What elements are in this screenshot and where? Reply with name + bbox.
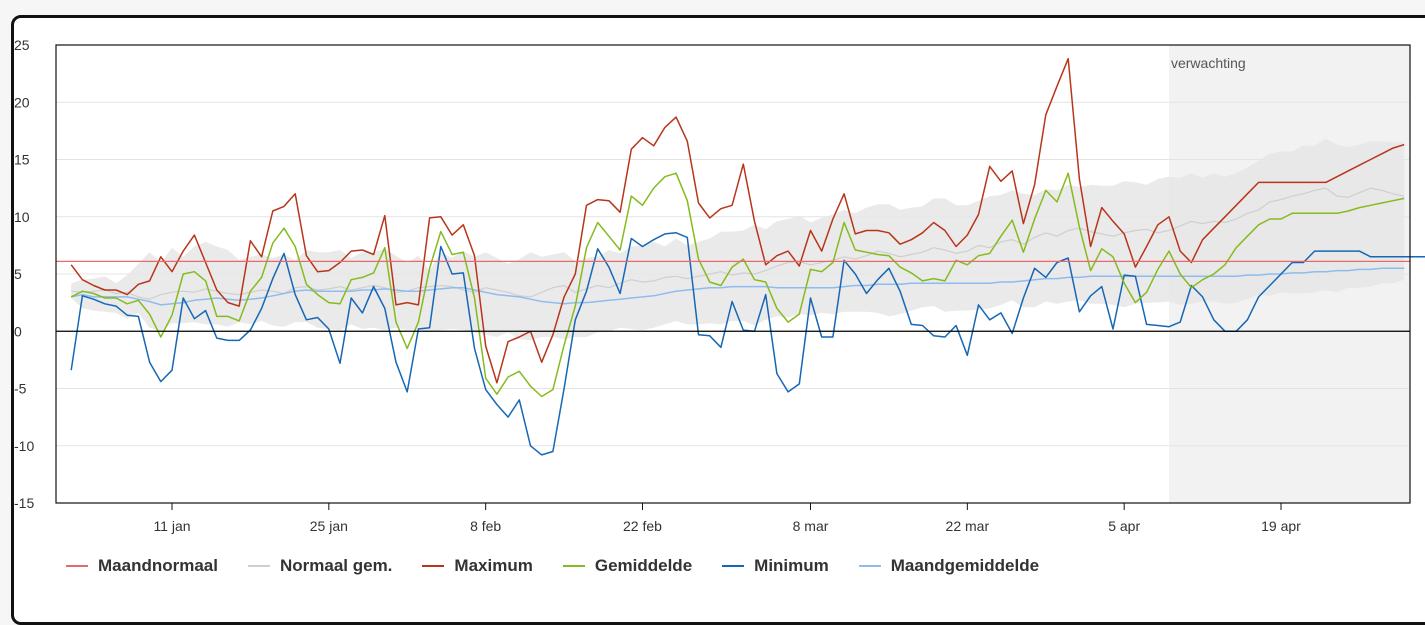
plot-border (55, 44, 1411, 504)
legend-label: Maandnormaal (98, 556, 218, 575)
x-tick-label: 8 feb (470, 518, 501, 534)
y-tick-label: -15 (14, 495, 34, 511)
x-tick-label: 19 apr (1261, 518, 1301, 534)
legend-item-gemiddelde[interactable]: Gemiddelde (562, 556, 693, 576)
legend-swatch (422, 565, 445, 567)
legend-item-normaal-gem[interactable]: Normaal gem. (247, 556, 393, 576)
chart-card: 25 20 15 10 5 0 -5 -10 -15 11 jan 25 jan 8 feb 22 fe… (11, 15, 1425, 625)
x-tick-label: 11 jan (153, 518, 190, 534)
legend: Maandnormaal Normaal gem. Maximum Gemiddeld… (66, 556, 1069, 576)
y-tick-label: -10 (14, 438, 34, 454)
x-tick-label: 22 mar (946, 518, 990, 534)
axes: 25 20 15 10 5 0 -5 -10 -15 11 jan 25 jan 8 feb 22 fe… (14, 37, 1411, 534)
series-line-minimum (70, 232, 1425, 456)
legend-label: Normaal gem. (279, 556, 393, 575)
legend-swatch (247, 565, 270, 567)
temperature-chart: 25 20 15 10 5 0 -5 -10 -15 11 jan 25 jan 8 feb 22 fe… (14, 37, 1425, 534)
y-tick-label: 25 (14, 37, 30, 53)
legend-swatch (858, 565, 881, 567)
series-lines (56, 57, 1425, 456)
legend-label: Minimum (754, 556, 829, 575)
y-tick-label: 5 (14, 266, 22, 282)
legend-item-minimum[interactable]: Minimum (722, 556, 829, 576)
legend-swatch (722, 565, 745, 567)
series-line-gemiddelde (70, 172, 1405, 398)
legend-label: Maximum (454, 556, 533, 575)
x-tick-label: 22 feb (623, 518, 662, 534)
legend-swatch (66, 565, 88, 567)
x-tick-label: 8 mar (793, 518, 829, 534)
legend-label: Maandgemiddelde (890, 556, 1040, 575)
x-tick-label: 25 jan (310, 518, 348, 534)
y-tick-label: 15 (14, 152, 30, 168)
x-tick-label: 5 apr (1108, 518, 1140, 534)
series-line-maximum (70, 57, 1405, 384)
legend-swatch (562, 565, 585, 567)
legend-item-maandnormaal[interactable]: Maandnormaal (66, 556, 218, 576)
y-tick-label: 10 (14, 209, 30, 225)
legend-label: Gemiddelde (594, 556, 693, 575)
y-tick-label: -5 (14, 381, 27, 397)
y-tick-label: 20 (14, 94, 30, 110)
legend-item-maandgemiddelde[interactable]: Maandgemiddelde (858, 556, 1040, 576)
legend-item-maximum[interactable]: Maximum (422, 556, 533, 576)
y-tick-label: 0 (14, 323, 22, 339)
forecast-label: verwachting (1171, 55, 1246, 71)
